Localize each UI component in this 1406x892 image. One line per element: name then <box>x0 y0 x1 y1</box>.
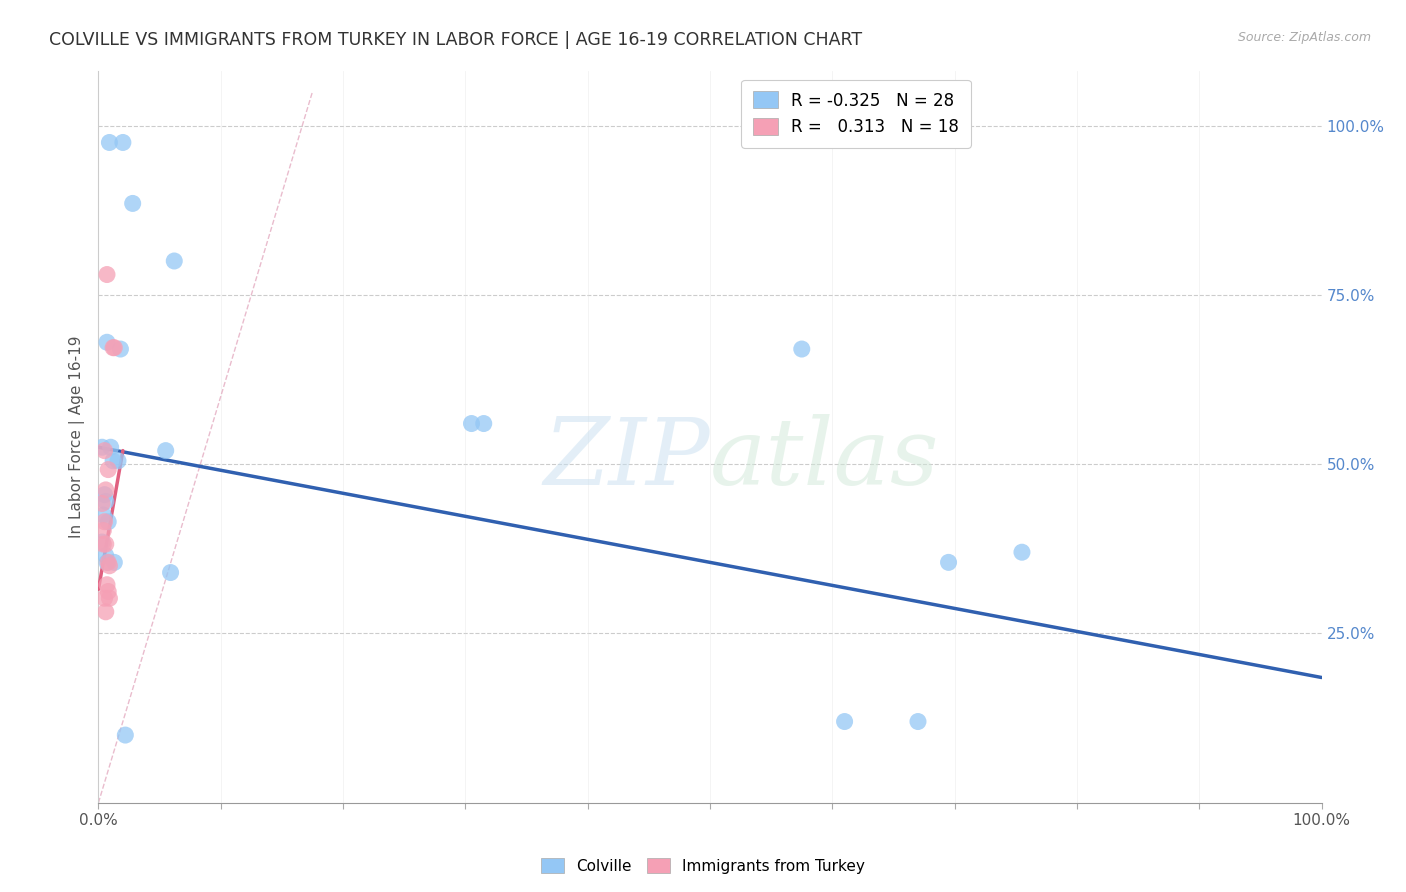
Point <box>938 555 960 569</box>
Point <box>96 335 118 350</box>
Point <box>94 537 117 551</box>
Point <box>97 515 120 529</box>
Point <box>94 605 117 619</box>
Point <box>96 578 118 592</box>
Point <box>472 417 495 431</box>
Point <box>111 136 134 150</box>
Point <box>96 555 118 569</box>
Point <box>93 515 115 529</box>
Text: COLVILLE VS IMMIGRANTS FROM TURKEY IN LABOR FORCE | AGE 16-19 CORRELATION CHART: COLVILLE VS IMMIGRANTS FROM TURKEY IN LA… <box>49 31 862 49</box>
Point <box>97 555 120 569</box>
Legend: R = -0.325   N = 28, R =   0.313   N = 18: R = -0.325 N = 28, R = 0.313 N = 18 <box>741 79 970 148</box>
Point <box>93 443 115 458</box>
Point <box>98 558 121 573</box>
Point <box>907 714 929 729</box>
Point <box>1011 545 1033 559</box>
Point <box>93 488 115 502</box>
Point <box>101 454 124 468</box>
Point <box>107 454 129 468</box>
Point <box>155 443 177 458</box>
Point <box>163 254 186 268</box>
Point <box>460 417 482 431</box>
Text: ZIP: ZIP <box>543 414 710 504</box>
Text: Source: ZipAtlas.com: Source: ZipAtlas.com <box>1237 31 1371 45</box>
Y-axis label: In Labor Force | Age 16-19: In Labor Force | Age 16-19 <box>69 335 86 539</box>
Point <box>94 483 117 497</box>
Point <box>97 584 120 599</box>
Point <box>110 342 132 356</box>
Point <box>91 524 114 538</box>
Point <box>91 535 114 549</box>
Point <box>96 268 118 282</box>
Point <box>159 566 181 580</box>
Point <box>114 728 136 742</box>
Point <box>98 136 121 150</box>
Point <box>97 462 120 476</box>
Point <box>103 555 125 569</box>
Point <box>834 714 856 729</box>
Point <box>94 494 117 508</box>
Point <box>94 549 117 563</box>
Point <box>91 508 114 522</box>
Point <box>91 537 114 551</box>
Point <box>91 496 114 510</box>
Point <box>790 342 813 356</box>
Point <box>103 341 125 355</box>
Point <box>101 341 124 355</box>
Point <box>91 440 114 454</box>
Point <box>100 440 122 454</box>
Point <box>98 591 121 606</box>
Point <box>93 591 115 606</box>
Text: atlas: atlas <box>710 414 939 504</box>
Legend: Colville, Immigrants from Turkey: Colville, Immigrants from Turkey <box>534 852 872 880</box>
Point <box>121 196 143 211</box>
